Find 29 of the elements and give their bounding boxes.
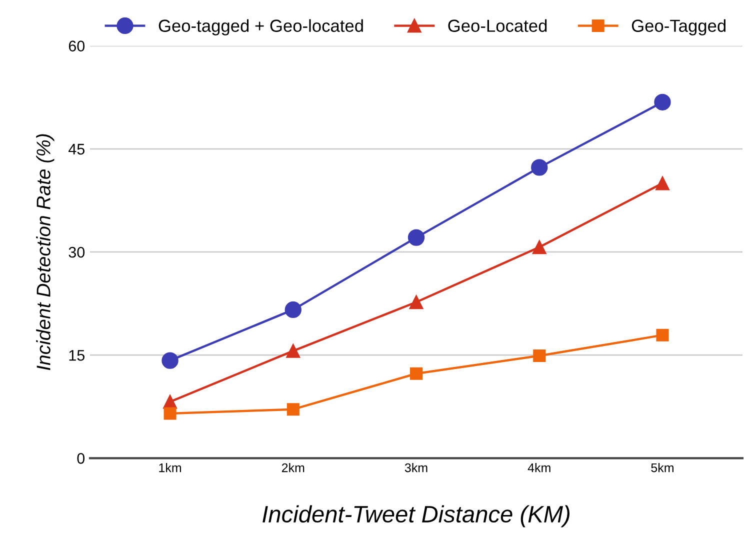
point bbox=[286, 403, 300, 416]
x-axis-title: Incident-Tweet Distance (KM) bbox=[262, 505, 570, 528]
point bbox=[408, 229, 425, 246]
point bbox=[656, 328, 669, 342]
point bbox=[654, 94, 671, 110]
point bbox=[533, 350, 546, 362]
point bbox=[164, 407, 176, 420]
point bbox=[656, 176, 670, 190]
x-tick-label: 4km bbox=[528, 463, 550, 472]
legend-label: Geo-Located bbox=[448, 19, 547, 32]
point bbox=[409, 295, 424, 310]
point bbox=[162, 352, 178, 369]
point bbox=[531, 159, 548, 176]
y-tick-label: 30 bbox=[68, 246, 85, 258]
y-axis-title: Incident Detection Rate (%) bbox=[36, 134, 54, 370]
legend-label: Geo-Tagged bbox=[632, 19, 726, 36]
legend-label: Geo-tagged + Geo-located bbox=[158, 19, 363, 36]
y-tick-label: 0 bbox=[77, 453, 85, 464]
point bbox=[286, 344, 300, 358]
point bbox=[532, 240, 546, 254]
x-tick-label: 2km bbox=[282, 463, 304, 472]
point bbox=[410, 367, 422, 380]
y-tick-label: 60 bbox=[68, 40, 85, 52]
x-tick-label: 5km bbox=[651, 463, 674, 472]
y-tick-label: 15 bbox=[69, 350, 84, 361]
x-tick-label: 1km bbox=[159, 463, 182, 472]
y-tick-label: 45 bbox=[68, 144, 84, 155]
point bbox=[284, 301, 302, 318]
x-tick-label: 3km bbox=[404, 463, 428, 472]
